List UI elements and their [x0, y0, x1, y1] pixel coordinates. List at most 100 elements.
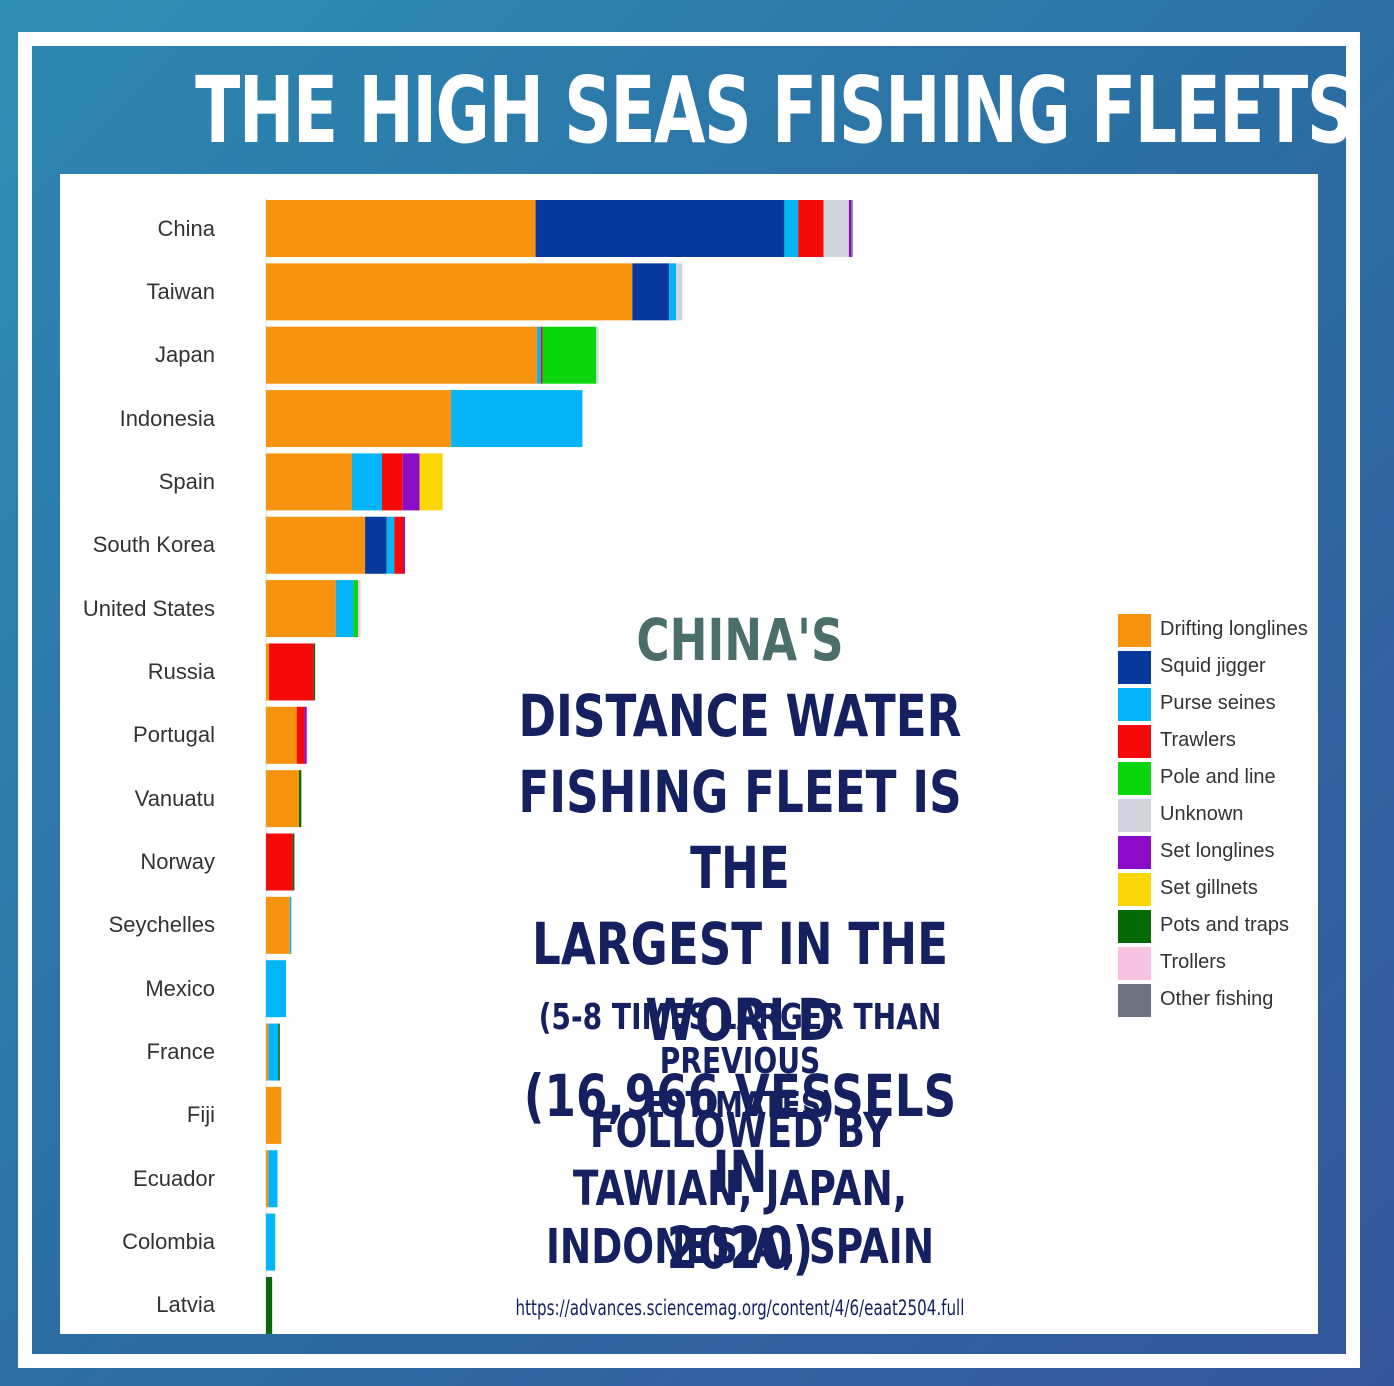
- bar-segment-china-set-longlines: [848, 200, 852, 257]
- legend-label: Pole and line: [1160, 766, 1276, 788]
- bar-segment-united-states-trollers: [358, 580, 361, 638]
- bar-segment-china-squid-jigger: [535, 200, 785, 257]
- bar-segment-france-purse-seines: [268, 1023, 279, 1081]
- category-label: Seychelles: [108, 912, 215, 938]
- legend-swatch: [1118, 799, 1151, 832]
- category-label: Portugal: [133, 722, 215, 748]
- bar-segment-united-states-drifting-longlines: [266, 580, 336, 638]
- subnote-callout: (5-8 TIMES LARGER THAN PREVIOUS ESTIMATE…: [440, 996, 1040, 1128]
- subnote-line-2: ESTIMATES): [646, 1085, 834, 1126]
- chart-panel: China Taiwan Japan Indonesia Spain South Kore…: [60, 174, 1318, 1334]
- bar-segment-china-unknown: [823, 200, 849, 257]
- bar-segment-vanuatu-pots-and-traps: [299, 770, 302, 828]
- bar-segment-norway-trawlers: [266, 833, 293, 891]
- bar-segment-spain-set-gillnets: [419, 453, 443, 511]
- stacked-bar-chart: [265, 198, 853, 1334]
- category-label: Vanuatu: [134, 785, 215, 811]
- callout-line-5: 2020): [666, 1214, 814, 1282]
- bar-segment-fiji-drifting-longlines: [266, 1086, 282, 1144]
- bar-segment-taiwan-unknown: [676, 263, 683, 321]
- bar-segment-spain-purse-seines: [352, 453, 382, 511]
- category-label: Ecuador: [133, 1165, 215, 1191]
- legend-label: Purse seines: [1160, 692, 1276, 714]
- bar-segment-taiwan-drifting-longlines: [266, 263, 633, 321]
- legend-label: Drifting longlines: [1160, 618, 1308, 640]
- bar-segment-portugal-drifting-longlines: [266, 706, 297, 764]
- legend-swatch: [1118, 984, 1151, 1017]
- callout-line-4: (16,966 VESSELS IN: [523, 1062, 957, 1206]
- legend-label: Set longlines: [1160, 840, 1275, 862]
- bar-segment-spain-set-longlines: [402, 453, 420, 511]
- category-label: Norway: [140, 849, 215, 874]
- callout-line-1-rest: DISTANCE WATER: [518, 682, 962, 750]
- bar-segment-china-drifting-longlines: [266, 200, 536, 257]
- bar-segment-japan-trawlers: [540, 326, 543, 384]
- category-label: Russia: [147, 658, 215, 684]
- source-link[interactable]: https://advances.sciencemag.org/content/…: [515, 1296, 965, 1320]
- followup-line-1: FOLLOWED BY TAWIAN, JAPAN,: [572, 1103, 908, 1217]
- followup-line-2: INDONESIA, SPAIN: [545, 1219, 935, 1275]
- legend-label: Unknown: [1160, 803, 1244, 825]
- bar-segment-russia-pots-and-traps: [313, 643, 316, 701]
- bar-segment-taiwan-purse-seines: [669, 263, 677, 321]
- bar-segment-france-drifting-longlines: [266, 1023, 269, 1081]
- bar-segment-france-pots-and-traps: [278, 1023, 280, 1081]
- bar-segment-japan-purse-seines: [537, 326, 541, 384]
- category-label: Indonesia: [119, 405, 215, 431]
- page-title: THE HIGH SEAS FISHING FLEETS: [195, 57, 1354, 164]
- bar-segment-ecuador-purse-seines: [268, 1150, 278, 1208]
- legend-swatch: [1118, 725, 1151, 758]
- legend-label: Other fishing: [1160, 988, 1274, 1010]
- category-label: South Korea: [92, 532, 215, 558]
- bar-segment-taiwan-squid-jigger: [632, 263, 670, 321]
- bar-segment-norway-pots-and-traps: [292, 833, 295, 891]
- category-label: Colombia: [122, 1229, 215, 1255]
- bar-segment-japan-drifting-longlines: [266, 326, 538, 384]
- bar-segment-japan-pole-and-line: [542, 326, 597, 384]
- category-label: Taiwan: [146, 278, 215, 304]
- legend-swatch: [1118, 614, 1151, 647]
- legend-swatch: [1118, 836, 1151, 869]
- bar-segment-indonesia-drifting-longlines: [266, 390, 452, 448]
- legend-label: Squid jigger: [1160, 655, 1266, 677]
- bar-segment-seychelles-purse-seines: [289, 896, 292, 954]
- callout-line-1: CHINA'S DISTANCE WATER: [506, 602, 974, 754]
- category-label: Japan: [155, 342, 215, 368]
- legend-swatch: [1118, 762, 1151, 795]
- bar-segment-russia-drifting-longlines: [266, 643, 270, 701]
- bar-segment-south-korea-squid-jigger: [365, 516, 387, 574]
- legend-label: Set gillnets: [1160, 877, 1258, 899]
- bar-segment-seychelles-drifting-longlines: [266, 896, 290, 954]
- legend-label: Trollers: [1160, 951, 1226, 973]
- bar-segment-indonesia-purse-seines: [451, 390, 583, 448]
- bar-segment-portugal-trawlers: [296, 706, 305, 764]
- legend-swatch: [1118, 947, 1151, 980]
- category-label: Fiji: [186, 1102, 215, 1128]
- bar-segment-vanuatu-drifting-longlines: [266, 770, 300, 828]
- category-label: Spain: [158, 468, 215, 494]
- bar-segment-south-korea-drifting-longlines: [266, 516, 366, 574]
- category-label: China: [157, 215, 215, 241]
- bar-segment-portugal-set-longlines: [304, 706, 307, 764]
- category-label: United States: [82, 595, 215, 621]
- bar-segment-china-trawlers: [798, 200, 824, 257]
- bar-segment-ecuador-drifting-longlines: [266, 1150, 269, 1208]
- bar-segment-china-purse-seines: [784, 200, 799, 257]
- category-label: France: [146, 1039, 215, 1065]
- legend-label: Trawlers: [1160, 729, 1236, 751]
- callout-accent: CHINA'S: [636, 606, 844, 674]
- legend-swatch: [1118, 688, 1151, 721]
- bar-segment-mexico-purse-seines: [266, 960, 286, 1018]
- category-label: Mexico: [145, 975, 215, 1001]
- bar-segment-spain-drifting-longlines: [266, 453, 353, 511]
- followup-callout: FOLLOWED BY TAWIAN, JAPAN, INDONESIA, SP…: [440, 1102, 1040, 1276]
- bar-segment-south-korea-set-longlines: [403, 516, 406, 574]
- bar-segment-colombia-purse-seines: [266, 1213, 276, 1271]
- bar-segment-latvia-pots-and-traps: [266, 1276, 273, 1334]
- bar-segment-south-korea-trawlers: [394, 516, 404, 574]
- legend-swatch: [1118, 873, 1151, 906]
- callout-line-2: FISHING FLEET IS THE: [518, 758, 962, 902]
- legend-label: Pots and traps: [1160, 914, 1289, 936]
- bar-segment-united-states-pole-and-line: [353, 580, 359, 638]
- legend-swatch: [1118, 651, 1151, 684]
